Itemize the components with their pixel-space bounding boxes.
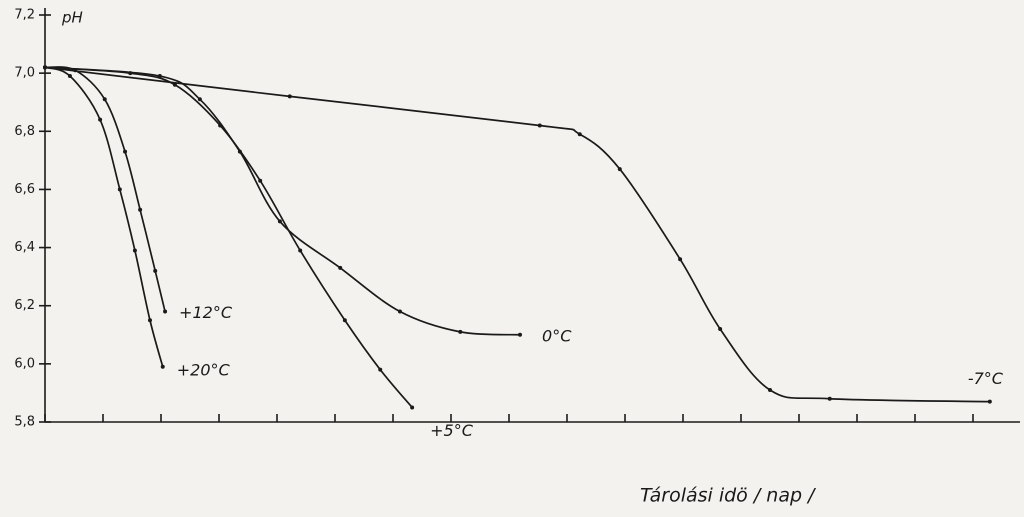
series-label: +20°C	[177, 360, 231, 379]
data-point	[218, 123, 223, 128]
data-point	[153, 268, 158, 273]
data-point	[98, 117, 103, 122]
data-point	[128, 71, 133, 76]
data-point	[298, 248, 303, 253]
data-point	[132, 248, 137, 253]
y-tick-label: 7,0	[14, 66, 35, 81]
series-label: +5°C	[430, 421, 474, 440]
data-point	[987, 399, 992, 404]
data-point	[147, 318, 152, 323]
data-point	[258, 178, 263, 183]
data-point	[617, 167, 622, 172]
data-point	[117, 187, 122, 192]
series-label: -7°C	[968, 369, 1004, 388]
curve	[44, 66, 521, 336]
data-point	[577, 132, 582, 137]
data-point	[43, 65, 47, 70]
curve	[44, 66, 164, 367]
y-axis-label: pH	[61, 9, 83, 27]
data-point	[287, 94, 292, 99]
data-point	[518, 332, 523, 337]
data-point	[67, 74, 72, 79]
data-point	[123, 149, 128, 154]
data-point	[163, 309, 168, 314]
series-label: +12°C	[179, 303, 233, 322]
y-tick-label: 6,4	[14, 240, 35, 255]
data-point	[458, 329, 463, 334]
data-point	[378, 367, 383, 372]
data-point	[277, 219, 282, 224]
series-label: 0°C	[542, 326, 572, 345]
y-tick-label: 6,2	[14, 298, 35, 313]
x-axis-label: Tárolási idö / nap /	[640, 485, 817, 507]
data-point	[342, 318, 347, 323]
data-point	[338, 265, 343, 270]
data-point	[827, 396, 832, 401]
data-point	[537, 123, 542, 128]
y-tick-label: 5,8	[14, 415, 35, 430]
y-tick-label: 6,0	[14, 356, 35, 371]
data-point	[768, 388, 772, 393]
data-point	[197, 97, 202, 102]
data-point	[160, 364, 165, 369]
data-point	[138, 207, 143, 212]
data-point	[102, 97, 107, 102]
curve	[44, 66, 166, 312]
y-tick-label: 7,2	[14, 8, 35, 23]
data-point	[410, 405, 415, 410]
y-tick-label: 6,6	[14, 182, 35, 197]
data-point	[718, 326, 723, 331]
data-point	[397, 309, 402, 314]
y-tick-label: 6,8	[14, 124, 35, 139]
curve	[44, 66, 990, 403]
data-point	[678, 257, 683, 262]
